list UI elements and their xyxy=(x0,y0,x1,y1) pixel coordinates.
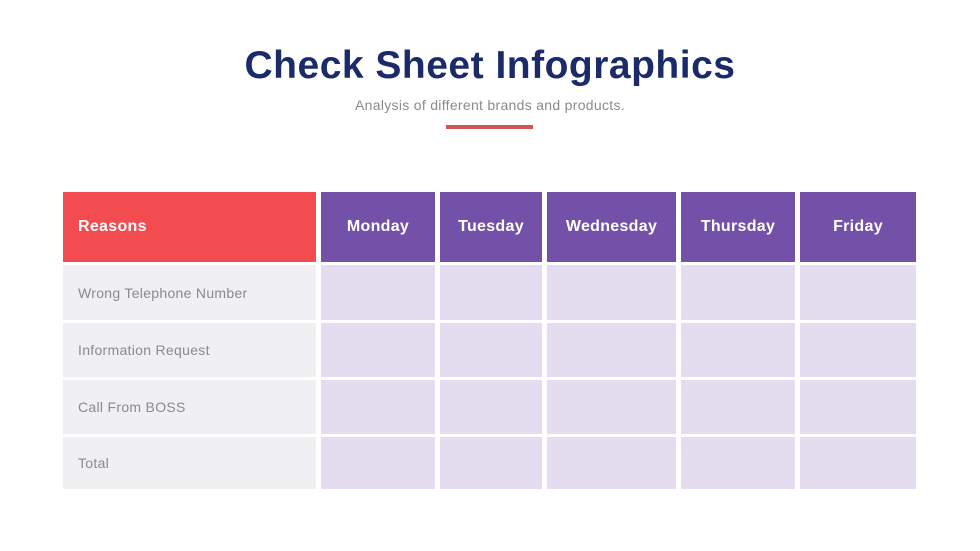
table-cell xyxy=(681,323,795,377)
column-header-reasons: Reasons xyxy=(63,192,316,262)
table-cell xyxy=(800,323,916,377)
table-cell xyxy=(681,380,795,434)
table-cell xyxy=(440,380,542,434)
table-cell xyxy=(800,437,916,489)
table-cell xyxy=(681,437,795,489)
table-cell xyxy=(800,380,916,434)
column-header-thursday: Thursday xyxy=(681,192,795,262)
check-sheet-table: Reasons Monday Tuesday Wednesday Thursda… xyxy=(63,192,916,489)
column-header-monday: Monday xyxy=(321,192,435,262)
column-header-tuesday: Tuesday xyxy=(440,192,542,262)
row-label-total: Total xyxy=(63,437,316,489)
table-cell xyxy=(681,265,795,320)
table-cell xyxy=(440,265,542,320)
table-cell xyxy=(321,265,435,320)
table-cell xyxy=(321,380,435,434)
table-cell xyxy=(800,265,916,320)
table-cell xyxy=(547,437,676,489)
table-cell xyxy=(547,323,676,377)
column-header-friday: Friday xyxy=(800,192,916,262)
title-divider xyxy=(446,125,533,129)
row-label-call-from-boss: Call From BOSS xyxy=(63,380,316,434)
table-cell xyxy=(440,323,542,377)
table-cell xyxy=(440,437,542,489)
row-label-information-request: Information Request xyxy=(63,323,316,377)
row-label-wrong-telephone-number: Wrong Telephone Number xyxy=(63,265,316,320)
table-cell xyxy=(321,323,435,377)
page-subtitle: Analysis of different brands and product… xyxy=(355,97,625,113)
table-cell xyxy=(547,265,676,320)
table-cell xyxy=(321,437,435,489)
table-cell xyxy=(547,380,676,434)
page-title: Check Sheet Infographics xyxy=(244,44,736,87)
column-header-wednesday: Wednesday xyxy=(547,192,676,262)
